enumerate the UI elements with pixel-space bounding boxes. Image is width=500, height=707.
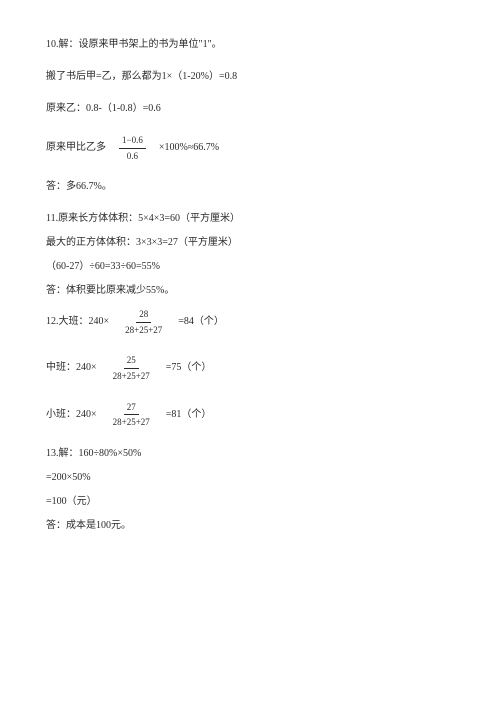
p11-line1: 11.原来长方体体积：5×4×3=60（平方厘米） — [46, 212, 454, 226]
p11-answer: 答：体积要比原来减少55%。 — [46, 284, 454, 298]
p12-line-small: 小班：240× 27 28+25+27 =81（个） — [46, 401, 454, 429]
text: =100（元） — [46, 495, 97, 509]
text: 12.大班：240× — [46, 315, 119, 329]
numerator: 28 — [136, 308, 151, 323]
p12-line-big: 12.大班：240× 28 28+25+27 =84（个） — [46, 308, 454, 336]
text: 11.原来长方体体积：5×4×3=60（平方厘米） — [46, 212, 240, 226]
denominator: 28+25+27 — [110, 415, 153, 429]
numerator: 25 — [124, 354, 139, 369]
denominator: 28+25+27 — [122, 323, 165, 337]
text: =84（个） — [168, 315, 224, 329]
text: 最大的正方体体积：3×3×3=27（平方厘米） — [46, 236, 238, 250]
text: 答：成本是100元。 — [46, 519, 131, 533]
text: 搬了书后甲=乙，那么都为1×（1-20%）=0.8 — [46, 70, 237, 84]
p11-line2: 最大的正方体体积：3×3×3=27（平方厘米） — [46, 236, 454, 250]
numerator: 27 — [124, 401, 139, 416]
text: 小班：240× — [46, 408, 107, 422]
text: 答：体积要比原来减少55%。 — [46, 284, 174, 298]
text: （60-27）÷60=33÷60=55% — [46, 260, 160, 274]
p13-line3: =100（元） — [46, 495, 454, 509]
p10-line3: 原来乙：0.8-（1-0.8）=0.6 — [46, 102, 454, 116]
p12-line-mid: 中班：240× 25 28+25+27 =75（个） — [46, 354, 454, 382]
text: =200×50% — [46, 471, 91, 485]
p10-line1: 10.解：设原来甲书架上的书为单位"1"。 — [46, 38, 454, 52]
text: =81（个） — [156, 408, 212, 422]
text: 原来甲比乙多 — [46, 141, 116, 155]
numerator: 1−0.6 — [119, 134, 146, 149]
p13-line1: 13.解：160÷80%×50% — [46, 447, 454, 461]
text: ×100%≈66.7% — [149, 141, 219, 155]
fraction: 25 28+25+27 — [110, 354, 153, 382]
p10-answer: 答：多66.7%。 — [46, 180, 454, 194]
text: 原来乙：0.8-（1-0.8）=0.6 — [46, 102, 161, 116]
text: =75（个） — [156, 361, 212, 375]
p13-line2: =200×50% — [46, 471, 454, 485]
text: 中班：240× — [46, 361, 107, 375]
text: 10.解：设原来甲书架上的书为单位"1"。 — [46, 38, 222, 52]
denominator: 28+25+27 — [110, 369, 153, 383]
text: 答：多66.7%。 — [46, 180, 112, 194]
document-page: 10.解：设原来甲书架上的书为单位"1"。 搬了书后甲=乙，那么都为1×（1-2… — [0, 0, 500, 573]
denominator: 0.6 — [124, 149, 141, 163]
text: 13.解：160÷80%×50% — [46, 447, 141, 461]
p10-line2: 搬了书后甲=乙，那么都为1×（1-20%）=0.8 — [46, 70, 454, 84]
fraction: 27 28+25+27 — [110, 401, 153, 429]
fraction: 28 28+25+27 — [122, 308, 165, 336]
p10-line4: 原来甲比乙多 1−0.6 0.6 ×100%≈66.7% — [46, 134, 454, 162]
fraction: 1−0.6 0.6 — [119, 134, 146, 162]
p13-answer: 答：成本是100元。 — [46, 519, 454, 533]
p11-line3: （60-27）÷60=33÷60=55% — [46, 260, 454, 274]
